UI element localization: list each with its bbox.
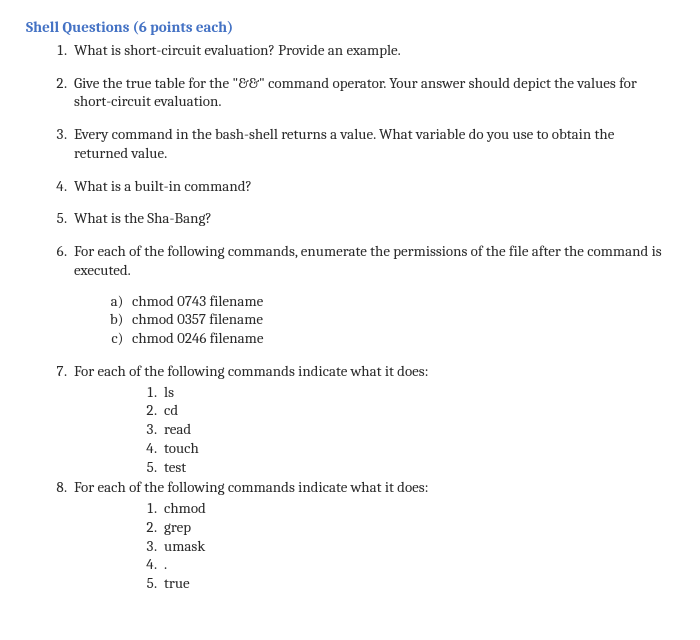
sub-list-alpha: chmod 0743 filename chmod 0357 filename … — [74, 292, 670, 348]
question-text: Give the true table for the "&&" command… — [74, 74, 637, 111]
sub-item: cd — [160, 401, 670, 420]
sub-item: touch — [160, 439, 670, 458]
sub-item: read — [160, 420, 670, 439]
question-text: Every command in the bash-shell returns … — [74, 125, 614, 162]
sub-item: chmod 0357 filename — [130, 310, 670, 329]
question-item: What is a built-in command? — [70, 177, 670, 196]
section-heading: Shell Questions (6 points each) — [26, 18, 670, 37]
question-item: What is the Sha-Bang? — [70, 209, 670, 228]
sub-item: chmod — [160, 499, 670, 518]
question-text: What is short-circuit evaluation? Provid… — [74, 41, 401, 59]
question-list: What is short-circuit evaluation? Provid… — [26, 41, 670, 593]
question-text: What is a built-in command? — [74, 177, 252, 195]
question-item: Every command in the bash-shell returns … — [70, 125, 670, 163]
question-text: What is the Sha-Bang? — [74, 209, 212, 227]
question-item: Give the true table for the "&&" command… — [70, 74, 670, 112]
question-item: For each of the following commands indic… — [70, 478, 670, 593]
sub-list-numeric: chmod grep umask . true — [74, 499, 670, 593]
sub-item: test — [160, 458, 670, 477]
sub-item: . — [160, 555, 670, 574]
sub-item: ls — [160, 383, 670, 402]
sub-list-numeric: ls cd read touch test — [74, 383, 670, 477]
sub-item: chmod 0743 filename — [130, 292, 670, 311]
sub-item: grep — [160, 518, 670, 537]
question-text: For each of the following commands indic… — [74, 362, 429, 380]
sub-item: true — [160, 574, 670, 593]
question-item: For each of the following commands indic… — [70, 362, 670, 477]
question-text: For each of the following commands, enum… — [74, 242, 662, 279]
question-text: For each of the following commands indic… — [74, 478, 429, 496]
question-item: For each of the following commands, enum… — [70, 242, 670, 348]
question-item: What is short-circuit evaluation? Provid… — [70, 41, 670, 60]
sub-item: chmod 0246 filename — [130, 329, 670, 348]
sub-item: umask — [160, 537, 670, 556]
